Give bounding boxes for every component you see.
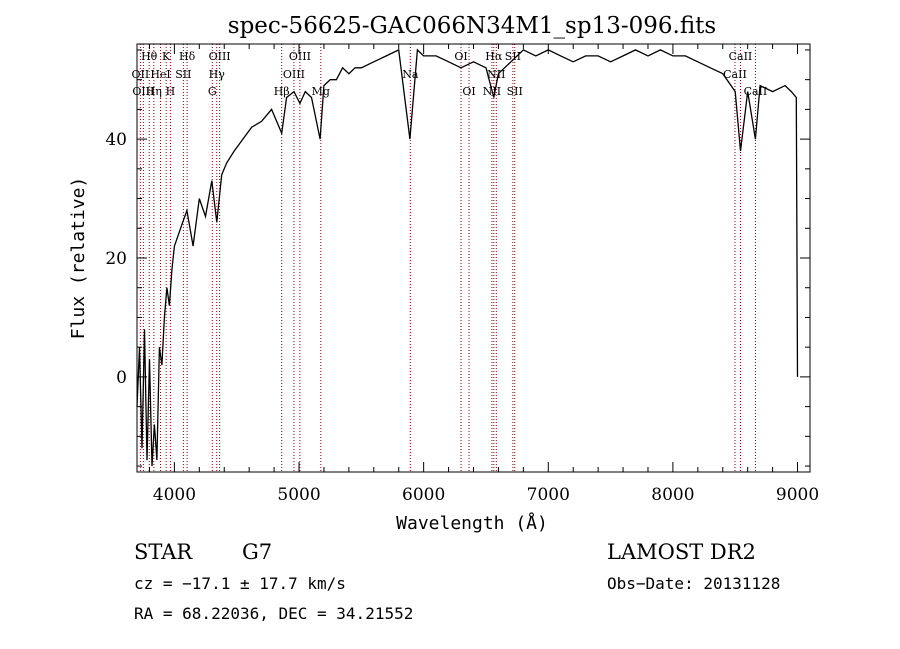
- line-marker-label: Hα: [485, 50, 503, 63]
- y-tick-label: 20: [105, 249, 127, 269]
- chart-title: spec-56625-GAC066N34M1_sp13-096.fits: [228, 13, 716, 39]
- x-axis-ticks: 4000 5000 6000 7000 8000 9000: [148, 44, 819, 505]
- y-axis-label: Flux (relative): [68, 177, 89, 340]
- line-marker-label: Hδ: [179, 50, 196, 63]
- x-tick-label: 4000: [153, 485, 196, 505]
- line-marker-label: OIII: [209, 50, 231, 63]
- y-tick-label: 0: [116, 368, 127, 388]
- redshift-velocity: cz = −17.1 ± 17.7 km/s: [134, 574, 346, 593]
- line-marker-label: OII: [132, 68, 150, 81]
- x-tick-label: 5000: [277, 485, 320, 505]
- line-marker-label: HeI: [150, 68, 170, 81]
- line-marker-label: CaII: [729, 50, 753, 63]
- x-tick-label: 7000: [527, 485, 570, 505]
- object-class: STAR: [134, 540, 193, 564]
- line-marker-label: OIII: [132, 85, 154, 98]
- line-marker-label: Hη: [146, 85, 162, 98]
- sky-coordinates: RA = 68.22036, DEC = 34.21552: [134, 604, 413, 623]
- y-axis-ticks: 0 20 40: [105, 49, 810, 467]
- x-tick-label: 8000: [651, 485, 694, 505]
- line-marker-label: K: [162, 50, 171, 63]
- line-marker-label: G: [208, 85, 217, 98]
- line-marker-label: Hβ: [274, 85, 290, 98]
- line-marker-label: OIII: [283, 68, 305, 81]
- line-marker-label: CaII: [744, 85, 768, 98]
- y-tick-label: 40: [105, 130, 127, 150]
- x-tick-label: 6000: [402, 485, 445, 505]
- line-marker-label: SII: [507, 85, 523, 98]
- x-tick-label: 9000: [776, 485, 819, 505]
- observation-date: Obs−Date: 20131128: [607, 574, 780, 593]
- line-marker-label: Mg: [312, 85, 330, 98]
- line-marker-label: OIII: [289, 50, 311, 63]
- x-axis-label: Wavelength (Å): [396, 512, 548, 534]
- line-marker-label: Hθ: [141, 50, 158, 63]
- line-marker-label: Hγ: [209, 68, 226, 81]
- object-subclass: G7: [242, 540, 272, 564]
- line-marker-label: H: [166, 85, 176, 98]
- spectral-line-markers: [139, 44, 756, 472]
- spectral-line-labels: Hθ OII OIII K HeI Hη Hδ SII H OIII Hγ G OIII OIII Hβ Mg…: [132, 50, 768, 98]
- line-marker-label: SII: [505, 50, 521, 63]
- plot-frame: [136, 43, 811, 473]
- line-marker-label: SII: [175, 68, 191, 81]
- survey-name: LAMOST DR2: [607, 540, 756, 564]
- line-marker-label: OI: [454, 50, 467, 63]
- spectrum-series-line: [136, 48, 799, 467]
- line-marker-label: OI: [462, 85, 475, 98]
- line-marker-label: CaII: [723, 68, 747, 81]
